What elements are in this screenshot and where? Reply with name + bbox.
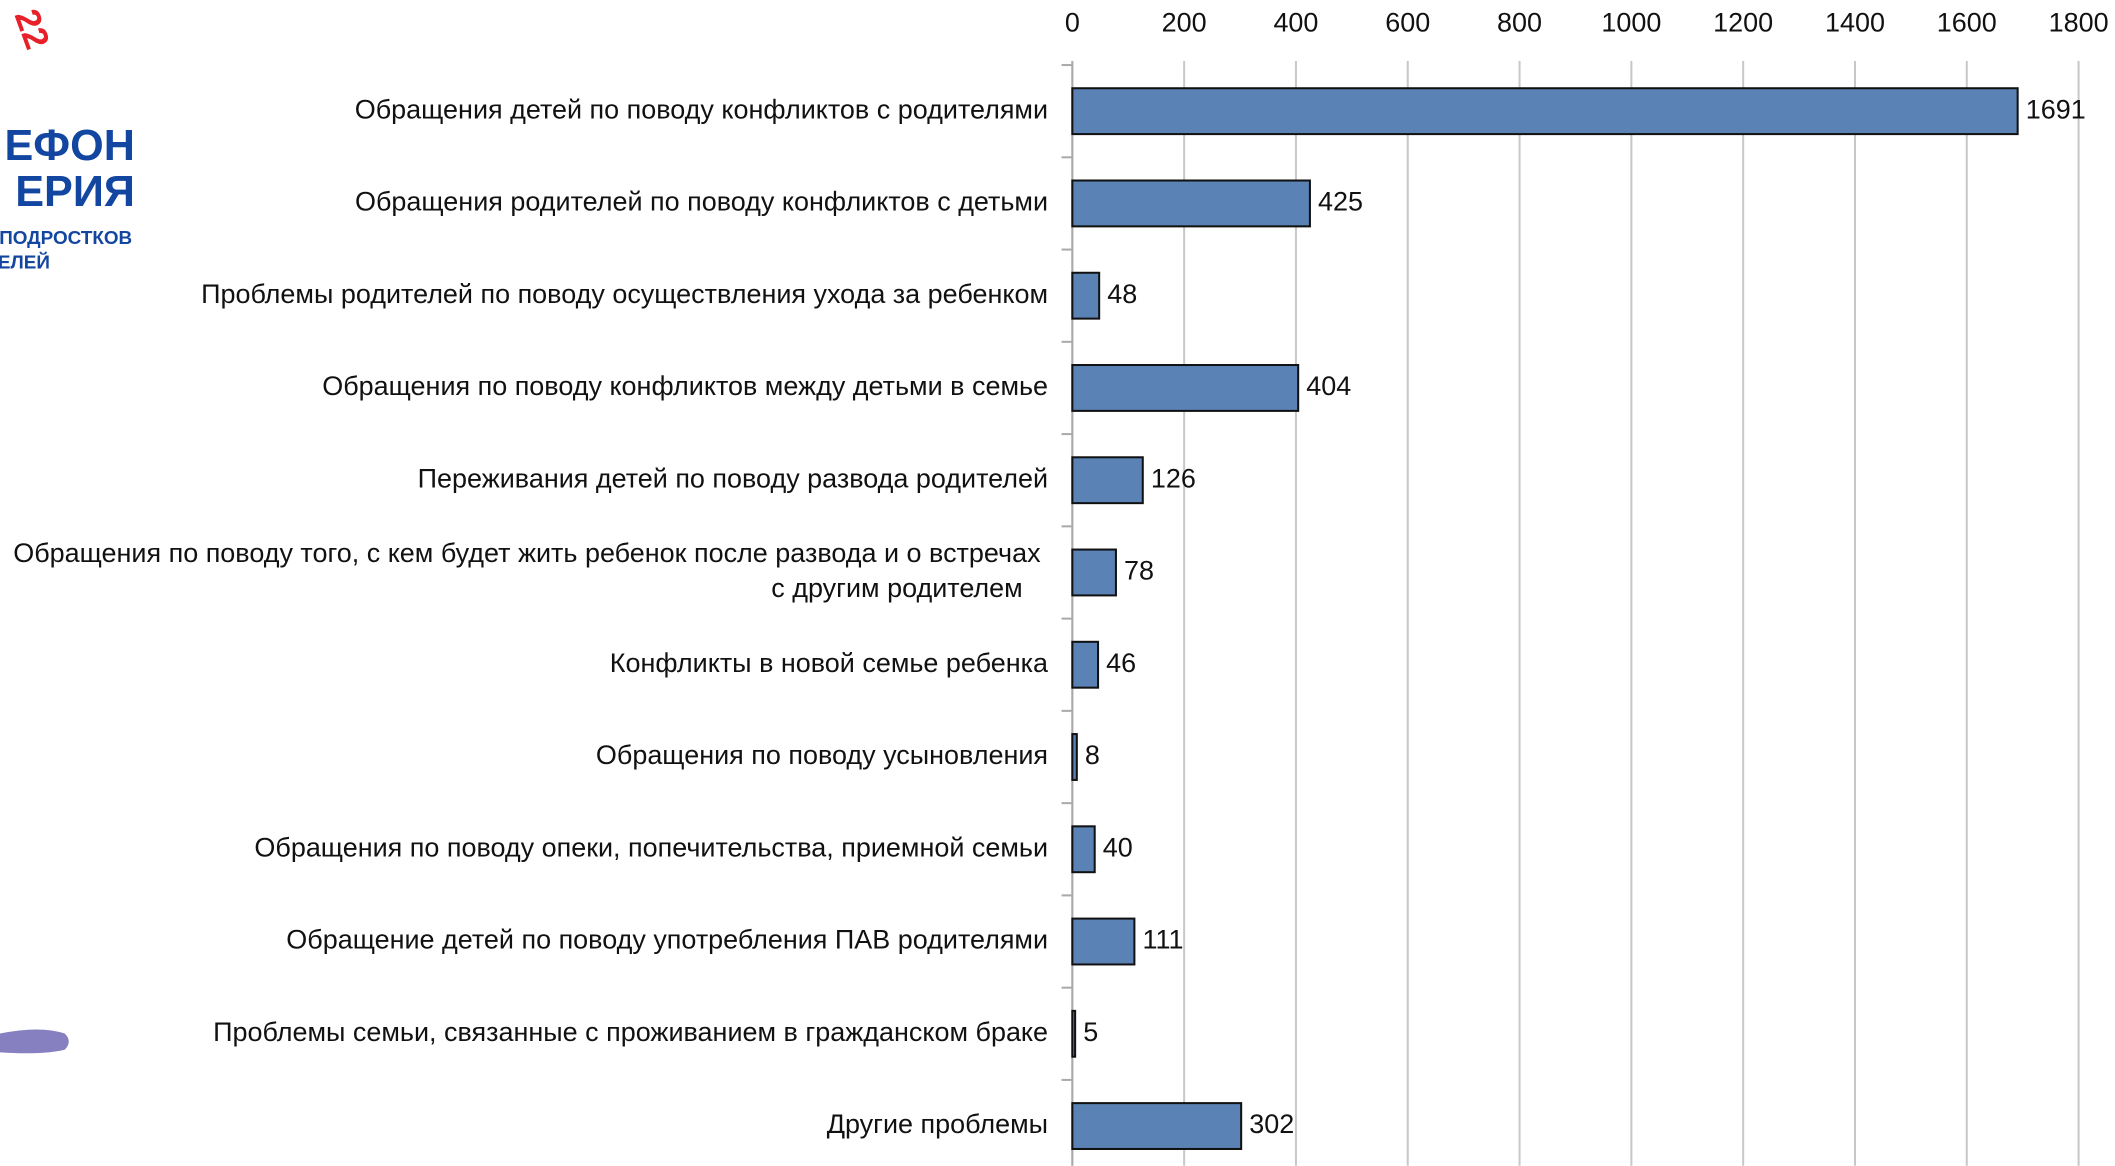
data-label: 5	[1083, 1017, 1098, 1047]
y-tick-label: Проблемы родителей по поводу осуществлен…	[201, 279, 1048, 309]
x-tick-label: 1800	[2049, 8, 2109, 38]
x-tick-label: 800	[1497, 8, 1542, 38]
bar	[1071, 917, 1136, 966]
x-tick-label: 600	[1385, 8, 1430, 38]
bar	[1071, 1102, 1243, 1150]
data-label: 40	[1103, 832, 1133, 862]
x-tick-label: 400	[1273, 8, 1318, 38]
data-label: 126	[1151, 463, 1196, 493]
bar	[1071, 364, 1300, 412]
bar	[1071, 179, 1311, 228]
x-tick-label: 1000	[1601, 8, 1661, 38]
data-label: 8	[1085, 740, 1100, 770]
y-tick-label: Конфликты в новой семье ребенка	[610, 648, 1048, 678]
logo-line: ЕФОН	[5, 122, 135, 170]
data-label: 46	[1106, 648, 1136, 678]
logo-line: ЕЛЕЙ	[0, 251, 50, 273]
bar	[1071, 548, 1117, 597]
bar	[1071, 640, 1100, 689]
y-tick-label: Проблемы семьи, связанные с проживанием …	[213, 1017, 1048, 1047]
y-tick-label: Другие проблемы	[827, 1109, 1048, 1139]
x-tick-label: 200	[1162, 8, 1207, 38]
y-tick-label: Обращения по поводу конфликтов между дет…	[322, 371, 1048, 401]
y-tick-label: Обращения детей по поводу конфликтов с р…	[355, 94, 1048, 124]
y-tick-label: Обращения по поводу того, с кем будет жи…	[13, 538, 1048, 603]
data-label: 425	[1318, 187, 1363, 217]
data-label: 302	[1249, 1109, 1294, 1139]
data-label: 78	[1124, 556, 1154, 586]
decoration	[0, 1029, 69, 1054]
x-tick-label: 1200	[1713, 8, 1773, 38]
x-tick-label: 0	[1065, 8, 1080, 38]
x-tick-label: 1400	[1825, 8, 1885, 38]
bar	[1071, 1009, 1077, 1058]
bar	[1071, 456, 1144, 505]
data-label: 1691	[2026, 94, 2086, 124]
logo-line: ЕРИЯ	[15, 168, 135, 216]
y-tick-label: Обращения по поводу опеки, попечительств…	[254, 832, 1048, 862]
x-tick-label: 1600	[1937, 8, 1997, 38]
y-tick-label: Переживания детей по поводу развода роди…	[418, 463, 1048, 493]
y-tick-label: Обращение детей по поводу употребления П…	[286, 925, 1048, 955]
y-tick-label: Обращения родителей по поводу конфликтов…	[355, 187, 1048, 217]
logo-line: ПОДРОСТКОВ	[0, 228, 132, 249]
logo-number: 22	[7, 4, 57, 54]
bar	[1071, 271, 1101, 320]
y-tick-label: Обращения по поводу усыновления	[596, 740, 1048, 770]
data-label: 48	[1107, 279, 1137, 309]
bar	[1071, 87, 2019, 136]
data-label: 111	[1142, 925, 1183, 955]
bar	[1071, 733, 1078, 781]
bar	[1071, 825, 1096, 874]
data-label: 404	[1306, 371, 1351, 401]
